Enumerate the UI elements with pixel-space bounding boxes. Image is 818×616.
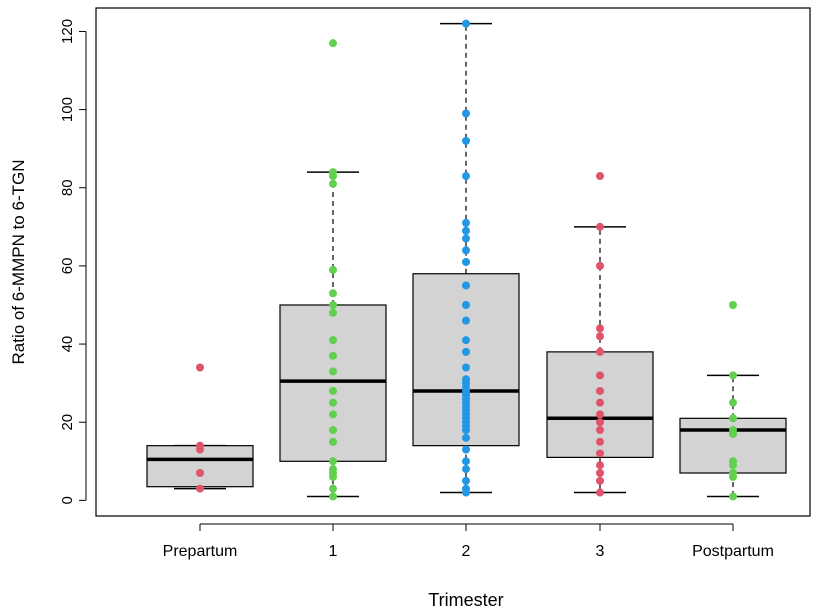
y-axis-title: Ratio of 6-MMPN to 6-TGN: [9, 160, 28, 365]
data-point: [462, 336, 470, 345]
y-axis: 0 20 40 60 80 100 120: [59, 19, 87, 505]
data-point: [596, 469, 604, 478]
data-point: [596, 398, 604, 407]
data-point: [596, 410, 604, 419]
data-point: [596, 222, 604, 231]
data-point: [596, 347, 604, 356]
data-point: [729, 398, 737, 407]
data-point: [462, 426, 470, 435]
data-point: [462, 226, 470, 235]
data-point: [462, 109, 470, 118]
x-axis-title: Trimester: [428, 590, 503, 610]
data-point: [462, 433, 470, 442]
x-tick-label: Prepartum: [163, 543, 238, 560]
data-point: [729, 414, 737, 423]
x-tick-label: Postpartum: [692, 543, 774, 560]
box-iqr: [279, 304, 387, 462]
data-point: [596, 426, 604, 435]
data-point: [729, 461, 737, 470]
data-point: [729, 492, 737, 501]
data-point: [196, 363, 204, 372]
data-point: [729, 300, 737, 309]
data-point: [596, 437, 604, 446]
data-point: [462, 19, 470, 28]
data-point: [329, 265, 337, 274]
y-tick-label: 20: [59, 414, 76, 431]
data-point: [329, 472, 337, 481]
data-point: [596, 332, 604, 341]
data-point: [462, 300, 470, 309]
data-point: [329, 386, 337, 395]
y-tick-label: 40: [59, 336, 76, 353]
data-point: [329, 457, 337, 466]
data-point: [729, 371, 737, 380]
data-point: [329, 437, 337, 446]
data-point: [329, 410, 337, 419]
data-point: [596, 418, 604, 427]
boxes-layer: [146, 22, 787, 498]
data-point: [329, 351, 337, 360]
data-point: [596, 449, 604, 458]
x-axis: Prepartum 1 2 3 Postpartum: [163, 523, 774, 560]
data-point: [329, 426, 337, 435]
box-group: [279, 171, 387, 498]
y-tick-label: 80: [59, 179, 76, 196]
y-tick-label: 0: [59, 496, 76, 504]
data-point: [462, 476, 470, 485]
data-point: [596, 371, 604, 380]
data-point: [462, 457, 470, 466]
data-point: [462, 445, 470, 454]
data-point: [596, 261, 604, 270]
y-tick-label: 120: [59, 19, 76, 44]
data-point: [329, 179, 337, 188]
data-point: [196, 469, 204, 478]
data-point: [329, 367, 337, 376]
data-point: [329, 289, 337, 298]
x-tick-label: 2: [462, 543, 471, 560]
data-point: [462, 218, 470, 227]
data-point: [462, 363, 470, 372]
data-point: [596, 461, 604, 470]
data-point: [462, 316, 470, 325]
data-point: [462, 465, 470, 474]
data-point: [462, 246, 470, 255]
data-point: [462, 347, 470, 356]
data-point: [462, 488, 470, 497]
data-point: [462, 172, 470, 181]
data-point: [596, 488, 604, 497]
y-tick-label: 60: [59, 258, 76, 275]
data-point: [196, 445, 204, 454]
data-point: [329, 398, 337, 407]
data-point: [596, 172, 604, 181]
data-point: [729, 429, 737, 438]
data-point: [329, 492, 337, 501]
data-point: [329, 39, 337, 48]
data-point: [462, 234, 470, 243]
data-point: [462, 281, 470, 290]
data-point: [196, 484, 204, 493]
data-point: [729, 472, 737, 481]
data-point: [329, 300, 337, 309]
data-point: [329, 172, 337, 181]
y-tick-label: 100: [59, 97, 76, 122]
data-point: [329, 308, 337, 317]
data-point: [329, 484, 337, 493]
data-point: [596, 476, 604, 485]
data-point: [596, 324, 604, 333]
x-tick-label: 3: [596, 543, 605, 560]
data-point: [329, 336, 337, 345]
x-tick-label: 1: [329, 543, 338, 560]
data-point: [462, 258, 470, 266]
data-point: [596, 386, 604, 395]
data-point: [462, 136, 470, 145]
plot-frame: [95, 7, 811, 517]
points-layer: [196, 19, 737, 501]
